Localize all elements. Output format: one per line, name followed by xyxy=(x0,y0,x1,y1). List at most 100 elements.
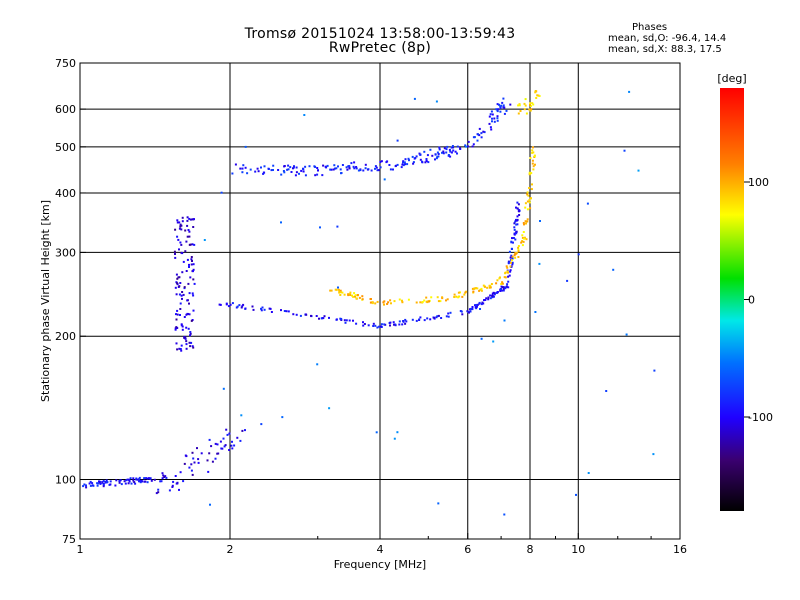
data-point xyxy=(496,279,499,282)
data-point xyxy=(190,341,193,344)
data-point xyxy=(302,167,304,170)
data-point xyxy=(224,444,227,447)
data-point xyxy=(412,161,415,164)
data-point xyxy=(528,171,531,174)
data-point xyxy=(322,164,325,167)
data-point xyxy=(401,299,403,302)
data-point xyxy=(105,479,108,482)
data-point xyxy=(219,440,222,443)
data-point xyxy=(295,313,298,316)
data-point xyxy=(521,236,524,239)
data-point xyxy=(411,318,414,321)
data-point xyxy=(102,479,105,482)
data-point xyxy=(587,472,590,474)
data-point xyxy=(504,271,507,274)
data-point xyxy=(464,291,467,294)
data-point xyxy=(443,147,446,150)
data-point xyxy=(129,477,132,480)
data-point xyxy=(517,248,520,251)
data-point xyxy=(637,169,640,172)
data-point xyxy=(109,480,112,483)
data-point xyxy=(446,298,449,301)
data-point xyxy=(364,163,367,166)
data-point xyxy=(452,146,455,149)
data-point xyxy=(126,478,129,481)
data-point xyxy=(577,253,580,256)
data-point xyxy=(295,171,298,174)
data-point xyxy=(186,216,189,219)
data-point xyxy=(223,445,226,448)
data-point xyxy=(102,485,105,488)
data-point xyxy=(177,286,180,288)
data-point xyxy=(463,293,466,296)
data-point xyxy=(478,289,481,292)
data-point xyxy=(392,321,395,324)
data-point xyxy=(482,284,485,287)
data-point xyxy=(192,457,195,460)
data-point xyxy=(177,276,180,279)
data-point xyxy=(176,348,179,351)
data-point xyxy=(495,108,498,111)
data-point xyxy=(161,477,164,480)
data-point xyxy=(216,443,219,446)
data-point xyxy=(246,172,249,175)
data-point xyxy=(193,243,196,246)
data-point xyxy=(623,149,626,152)
data-point xyxy=(174,327,177,330)
phase-o-stats: mean, sd,O: -96.4, 14.4 xyxy=(608,33,727,44)
data-point xyxy=(498,103,500,106)
data-point xyxy=(244,429,246,432)
data-point xyxy=(375,431,378,434)
data-point xyxy=(184,250,187,253)
data-point xyxy=(130,482,133,485)
data-point xyxy=(329,289,332,292)
data-point xyxy=(482,302,485,305)
data-point xyxy=(396,163,399,166)
data-point xyxy=(316,173,319,176)
data-point xyxy=(136,478,139,481)
data-point xyxy=(334,167,336,170)
data-point xyxy=(455,295,458,298)
data-point xyxy=(445,299,447,302)
data-point xyxy=(530,188,533,191)
data-point xyxy=(468,311,470,314)
data-point xyxy=(394,323,397,326)
data-point xyxy=(525,222,527,225)
data-point xyxy=(402,320,405,322)
data-point xyxy=(180,243,183,246)
data-point xyxy=(191,218,194,221)
data-point xyxy=(612,268,615,271)
data-point xyxy=(423,150,426,153)
data-point xyxy=(491,117,493,120)
data-point xyxy=(182,480,185,483)
data-point xyxy=(145,477,148,480)
data-point xyxy=(197,458,200,461)
data-point xyxy=(383,323,386,326)
data-point xyxy=(509,269,512,272)
colorbar-ticks: 100 0 -100 xyxy=(744,176,773,424)
data-point xyxy=(186,258,189,261)
data-point xyxy=(189,332,192,335)
data-point xyxy=(176,309,179,312)
data-point xyxy=(321,174,324,177)
data-point xyxy=(404,322,407,325)
data-point xyxy=(489,286,492,289)
data-point xyxy=(191,260,193,262)
data-point xyxy=(175,342,178,345)
data-point xyxy=(447,312,450,315)
data-point xyxy=(348,319,351,322)
data-point xyxy=(407,298,410,301)
data-point xyxy=(120,483,123,486)
data-point xyxy=(448,148,451,151)
data-point xyxy=(192,294,195,297)
data-point xyxy=(236,305,239,308)
data-point xyxy=(188,292,191,295)
data-point xyxy=(178,227,181,230)
data-point xyxy=(361,298,364,301)
data-point xyxy=(374,165,377,168)
data-point xyxy=(189,334,191,337)
data-point xyxy=(524,220,527,223)
colorbar-tick-label: 100 xyxy=(748,176,769,189)
data-point xyxy=(406,163,409,166)
data-point xyxy=(181,252,184,255)
